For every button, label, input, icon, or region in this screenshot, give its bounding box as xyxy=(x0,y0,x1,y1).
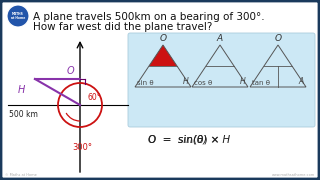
Polygon shape xyxy=(149,45,177,66)
Text: 60°: 60° xyxy=(88,93,102,102)
Text: 500 km: 500 km xyxy=(9,110,38,119)
Text: A: A xyxy=(217,34,223,43)
Text: www.mathsathome.com: www.mathsathome.com xyxy=(272,173,315,177)
Text: O: O xyxy=(66,66,74,76)
Text: How far west did the plane travel?: How far west did the plane travel? xyxy=(33,22,212,32)
FancyBboxPatch shape xyxy=(128,33,315,127)
Text: H: H xyxy=(183,77,189,86)
Text: © Maths at Home: © Maths at Home xyxy=(5,173,37,177)
Text: O: O xyxy=(159,34,167,43)
Text: tan θ: tan θ xyxy=(252,80,270,86)
Text: O: O xyxy=(275,34,282,43)
Text: O  =  sin(θ) ×: O = sin(θ) × xyxy=(148,135,223,145)
Text: O  =  sin(θ) × H: O = sin(θ) × H xyxy=(148,135,230,145)
Text: sin θ: sin θ xyxy=(137,80,154,86)
Text: A: A xyxy=(299,77,304,86)
Text: A plane travels 500km on a bearing of 300°.: A plane travels 500km on a bearing of 30… xyxy=(33,12,265,22)
Text: 300°: 300° xyxy=(72,143,92,152)
Text: H: H xyxy=(240,77,246,86)
Circle shape xyxy=(7,5,29,27)
Text: H: H xyxy=(18,85,25,95)
Text: cos θ: cos θ xyxy=(194,80,212,86)
Text: MATHS
at Home: MATHS at Home xyxy=(11,12,25,20)
